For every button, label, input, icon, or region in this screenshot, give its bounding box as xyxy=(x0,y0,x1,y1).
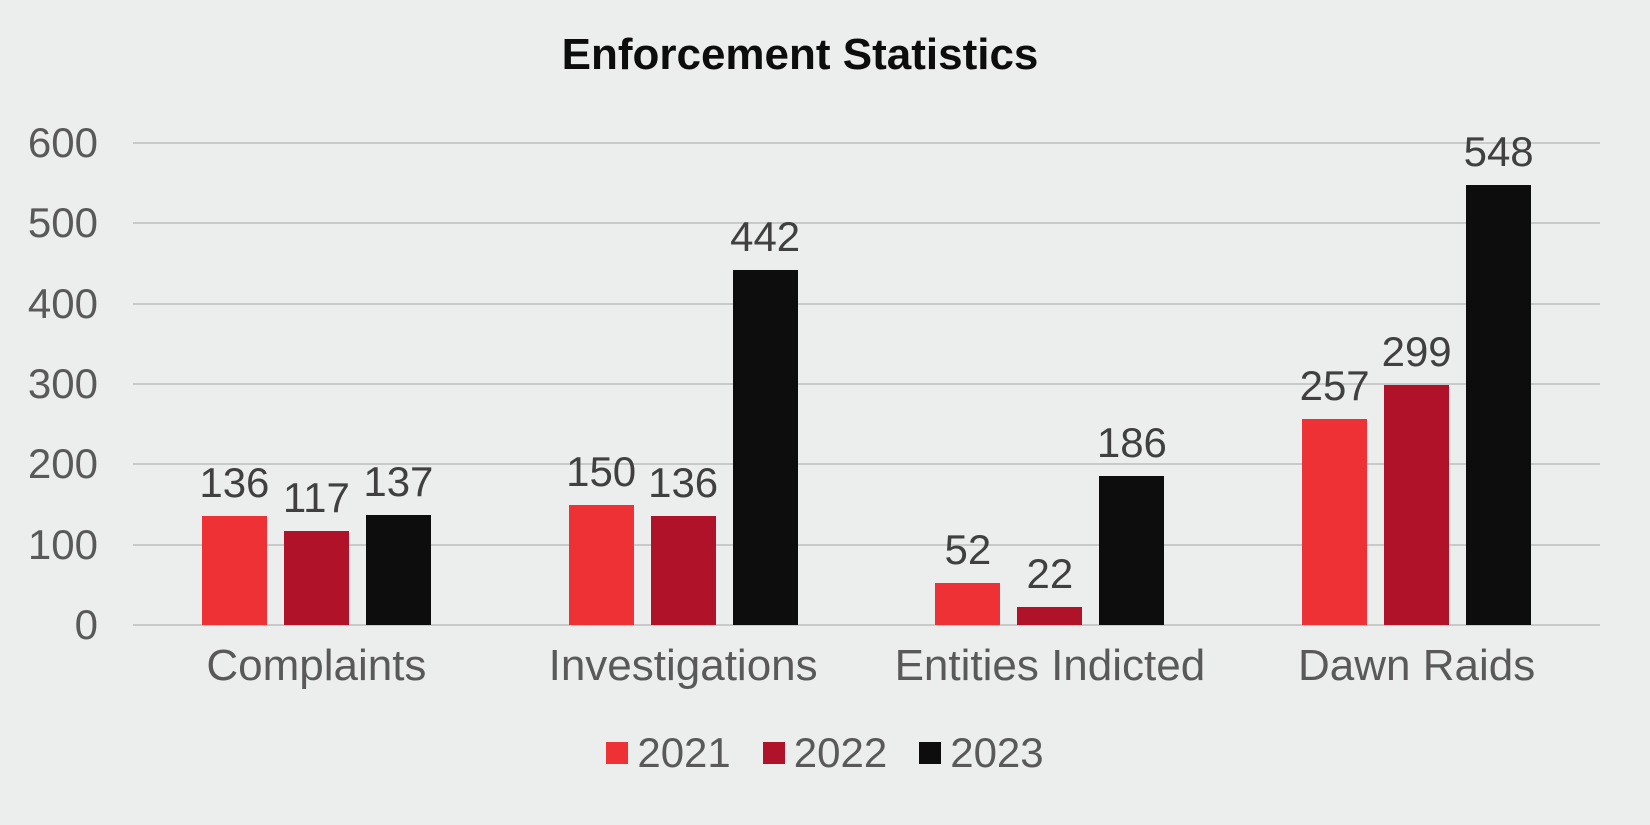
gridline xyxy=(133,383,1600,385)
bar-group: 136 117 137 xyxy=(133,143,500,625)
bar-2023 xyxy=(365,514,431,625)
bar-value-label: 257 xyxy=(1299,361,1370,409)
legend-swatch-2022 xyxy=(762,742,785,764)
gridline xyxy=(133,222,1600,225)
bar-value-label: 137 xyxy=(363,457,434,505)
bar-2021 xyxy=(568,504,634,625)
bar-value-label: 186 xyxy=(1096,418,1167,466)
bar-2022 xyxy=(650,515,716,625)
bar-2023 xyxy=(732,269,798,625)
bar-value-label: 548 xyxy=(1463,127,1534,175)
bar-value-label: 22 xyxy=(1026,550,1074,598)
y-axis-tick-label: 600 xyxy=(27,119,98,166)
bar-2022 xyxy=(1017,607,1083,625)
gridline xyxy=(133,543,1600,546)
y-axis-tick-label: 400 xyxy=(27,279,98,327)
legend: 2021 2022 2023 xyxy=(0,728,1650,778)
bar-value-label: 150 xyxy=(566,447,637,495)
bar-2022 xyxy=(1384,384,1450,625)
bar-value-label: 136 xyxy=(648,458,719,506)
y-axis-tick-label: 200 xyxy=(27,440,98,488)
bar-2021 xyxy=(1302,418,1368,625)
bar-2022 xyxy=(283,531,349,625)
gridline xyxy=(133,624,1600,626)
gridline xyxy=(133,463,1600,466)
gridline xyxy=(133,302,1600,305)
bar-2023 xyxy=(1099,475,1165,625)
bar-2021 xyxy=(935,583,1001,625)
x-axis-category-label: Investigations xyxy=(548,641,818,690)
bar-value-label: 117 xyxy=(282,474,350,522)
y-axis-tick-label: 100 xyxy=(27,520,98,568)
bar-2021 xyxy=(201,515,267,625)
legend-swatch-2021 xyxy=(606,742,629,764)
legend-label-2022: 2022 xyxy=(793,729,888,776)
legend-swatch-2023 xyxy=(919,742,942,764)
chart-title: Enforcement Statistics xyxy=(561,30,1039,79)
plot-area: 136 117 137 150 136 442 52 22 186 257 299 548 xyxy=(133,128,1600,626)
y-axis-tick-label: 0 xyxy=(74,601,98,648)
bar-group: 150 136 442 xyxy=(500,143,867,625)
bar-value-label: 442 xyxy=(730,212,801,260)
bar-value-label: 52 xyxy=(944,526,992,574)
legend-item-2023: 2023 xyxy=(919,728,1044,778)
legend-label-2023: 2023 xyxy=(950,729,1044,776)
legend-item-2022: 2022 xyxy=(762,728,888,778)
gridline xyxy=(133,142,1600,144)
legend-item-2021: 2021 xyxy=(606,728,731,778)
x-axis-category-label: Entities Indicted xyxy=(894,641,1206,690)
bar-value-label: 299 xyxy=(1381,327,1452,375)
bar-2023 xyxy=(1466,184,1532,625)
x-axis-category-label: Dawn Raids xyxy=(1298,641,1536,690)
bar-value-label: 136 xyxy=(199,458,270,506)
y-axis-tick-label: 500 xyxy=(27,199,98,247)
legend-label-2021: 2021 xyxy=(637,729,731,776)
y-axis-tick-label: 300 xyxy=(27,360,98,407)
bar-group: 257 299 548 xyxy=(1233,128,1600,625)
x-axis-category-label: Complaints xyxy=(206,641,427,690)
bar-group: 52 22 186 xyxy=(867,143,1234,625)
